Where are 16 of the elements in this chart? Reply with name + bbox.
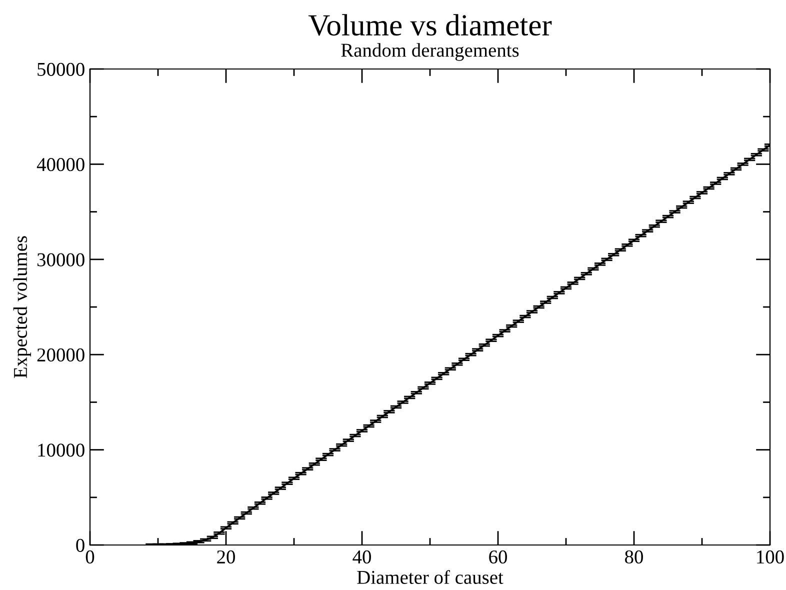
x-tick-label: 40: [352, 550, 371, 564]
chart-subtitle: Random derangements: [341, 43, 519, 61]
x-axis-title: Diameter of causet: [357, 570, 504, 584]
x-tick-label: 0: [86, 550, 94, 564]
x-tick-label: 80: [625, 550, 643, 564]
y-axis-title: Expected volumes: [13, 236, 31, 378]
y-tick-label: 0: [76, 538, 84, 552]
y-tick-label: 40000: [36, 158, 84, 172]
y-tick-label: 30000: [37, 253, 84, 266]
x-tick-label: 100: [757, 550, 784, 564]
y-tick-label: 50000: [38, 62, 84, 76]
y-tick-label: 20000: [37, 348, 84, 362]
chart-title: Volume vs diameter: [308, 14, 552, 36]
x-tick-label: 60: [489, 550, 507, 564]
x-tick-label: 20: [217, 550, 235, 564]
y-tick-label: 10000: [38, 444, 84, 457]
